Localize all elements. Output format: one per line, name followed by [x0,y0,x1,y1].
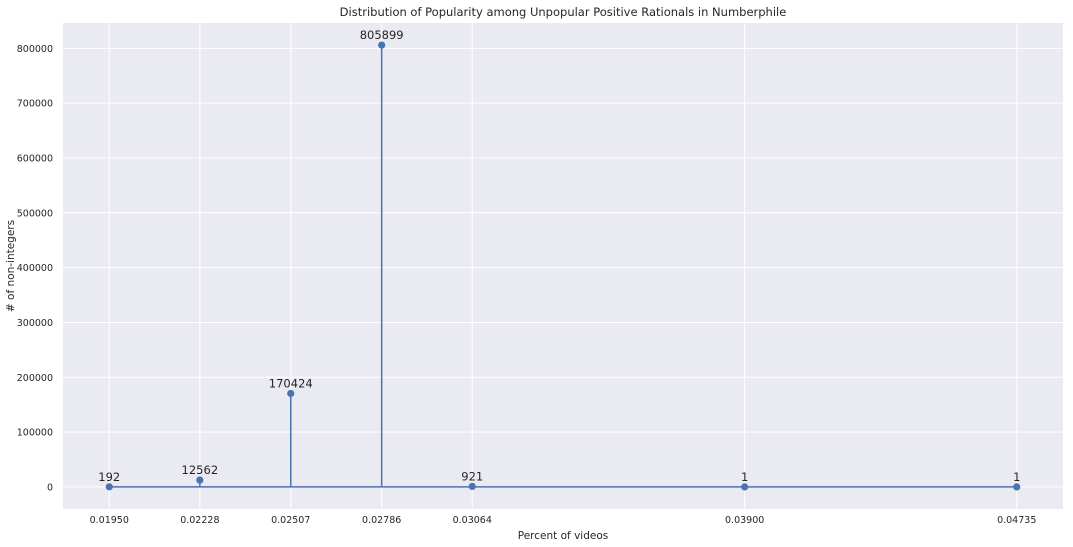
data-label: 192 [98,470,120,484]
x-tick-label: 0.01950 [90,515,129,526]
stem-marker [196,476,204,484]
data-label: 805899 [360,28,404,42]
marker-layer [105,41,1021,491]
stem-marker [287,389,295,398]
data-label: 12562 [182,463,219,477]
y-tick-label: 700000 [17,99,53,110]
stem-marker [468,482,476,491]
stem-marker [378,41,386,49]
y-tick-label: 100000 [17,428,53,439]
data-label: 1 [1013,470,1020,484]
x-tick-label: 0.02786 [362,515,401,526]
x-tick-label: 0.03064 [453,515,492,526]
y-tick-label: 600000 [17,153,53,164]
y-tick-label: 800000 [17,44,53,55]
x-tick-label: 0.02507 [271,515,310,526]
plot-background [63,23,1063,509]
y-tick-label: 300000 [17,318,53,329]
stem-marker [105,483,113,491]
data-label: 921 [461,469,483,483]
stem-marker [741,483,749,491]
y-tick-label: 500000 [17,208,53,219]
y-axis-label: # of non-integers [5,220,17,312]
x-tick-label: 0.04735 [997,515,1036,526]
y-tick-label: 200000 [17,373,53,384]
x-tick-label: 0.03900 [725,515,764,526]
stem-marker [1013,483,1021,491]
chart-title: Distribution of Popularity among Unpopul… [339,5,787,19]
data-label: 170424 [269,376,313,390]
y-tick-label: 0 [47,482,53,493]
x-tick-layer: 0.01950 0.02228 0.02507 0.02786 0.03064 0.039… [90,515,1037,526]
data-label-layer: 192 12562 170424 805899 921 1 1 [98,28,1020,484]
y-tick-label: 400000 [17,263,53,274]
y-tick-layer: 0 100000 200000 300000 400000 500000 600000 700… [17,44,53,494]
x-tick-label: 0.02228 [180,515,219,526]
data-label: 1 [741,470,748,484]
x-axis-label: Percent of videos [518,530,608,542]
